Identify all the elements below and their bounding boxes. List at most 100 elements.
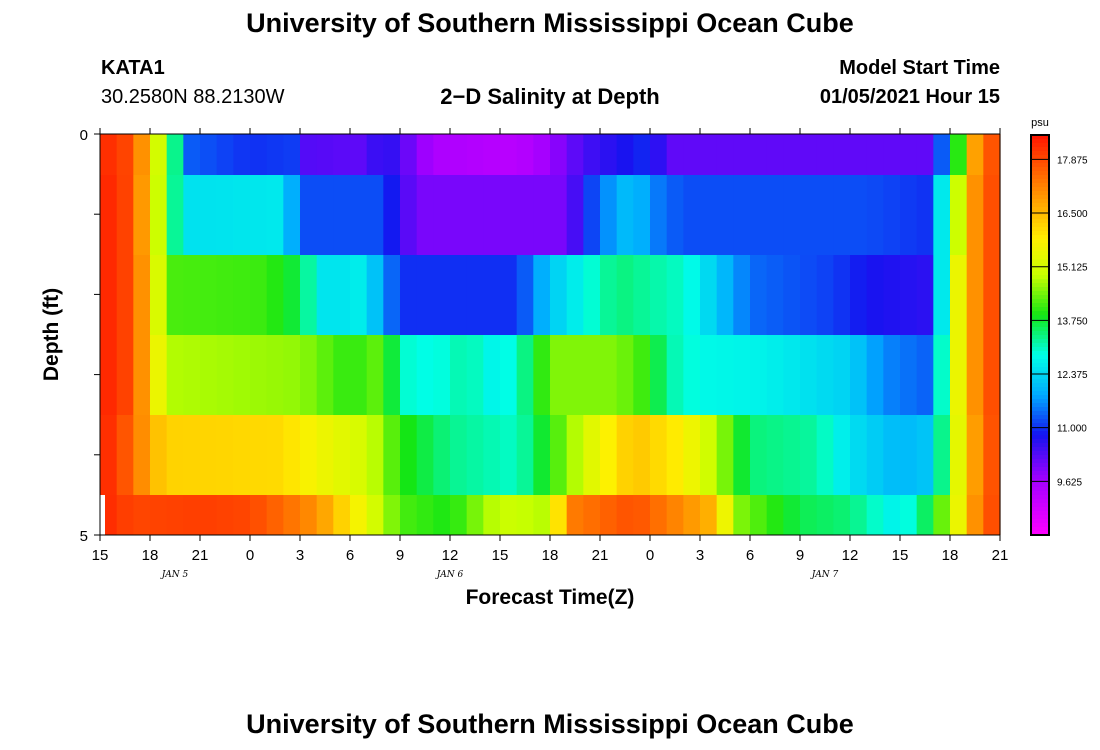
heatmap-cell: [766, 134, 784, 175]
heatmap-cell: [166, 415, 184, 495]
heatmap-cell: [133, 335, 151, 415]
heatmap-cell: [100, 255, 118, 335]
heatmap-cell: [150, 495, 168, 535]
heatmap-cell: [933, 134, 951, 175]
heatmap-cell: [666, 255, 684, 335]
heatmap-cell: [850, 335, 868, 415]
heatmap-cell: [583, 175, 601, 255]
heatmap-cell: [816, 175, 834, 255]
colorbar-segment: [1031, 279, 1049, 284]
heatmap-cell: [466, 134, 484, 175]
heatmap-cell: [850, 495, 868, 535]
colorbar-segment: [1031, 311, 1049, 316]
heatmap-cell: [400, 134, 418, 175]
heatmap-cell: [183, 495, 201, 535]
heatmap-cell: [166, 175, 184, 255]
colorbar-segment: [1031, 271, 1049, 276]
heatmap-cell: [900, 495, 918, 535]
heatmap-cell: [983, 335, 1001, 415]
heatmap-cell: [716, 175, 734, 255]
colorbar-segment: [1031, 195, 1049, 200]
heatmap-cell: [116, 495, 134, 535]
x-tick-label: 21: [992, 547, 1009, 564]
heatmap-cell: [283, 495, 301, 535]
heatmap-cell: [300, 335, 318, 415]
heatmap-cell: [916, 335, 934, 415]
heatmap-cell: [500, 134, 518, 175]
heatmap-cell: [350, 495, 368, 535]
heatmap-cell: [750, 175, 768, 255]
heatmap-cell: [300, 134, 318, 175]
heatmap-cell: [850, 175, 868, 255]
heatmap-cell: [600, 495, 618, 535]
heatmap-cell: [633, 335, 651, 415]
heatmap-cell: [450, 495, 468, 535]
page-title-bottom: University of Southern Mississippi Ocean…: [246, 709, 854, 739]
heatmap-cell: [616, 255, 634, 335]
heatmap-cell: [416, 415, 434, 495]
heatmap-cell: [833, 495, 851, 535]
heatmap-gap: [100, 495, 105, 535]
heatmap-cell: [250, 415, 268, 495]
heatmap-cell: [600, 255, 618, 335]
colorbar-segment: [1031, 327, 1049, 332]
heatmap-cell: [250, 175, 268, 255]
colorbar-segment: [1031, 147, 1049, 152]
heatmap-cell: [333, 255, 351, 335]
heatmap-cell: [433, 335, 451, 415]
colorbar-segment: [1031, 183, 1049, 188]
colorbar-segment: [1031, 191, 1049, 196]
colorbar-segment: [1031, 159, 1049, 164]
heatmap-cell: [150, 134, 168, 175]
heatmap-cell: [666, 335, 684, 415]
y-tick-label: 5: [80, 528, 88, 545]
heatmap-cell: [383, 255, 401, 335]
heatmap-cell: [566, 495, 584, 535]
colorbar-segment: [1031, 515, 1049, 520]
heatmap-cell: [383, 175, 401, 255]
colorbar-frame: [1030, 134, 1050, 536]
heatmap-cell: [633, 134, 651, 175]
heatmap-cell: [783, 495, 801, 535]
model-start-label: Model Start Time: [839, 57, 1000, 79]
heatmap-cell: [150, 255, 168, 335]
heatmap-cell: [366, 255, 384, 335]
heatmap-cell: [800, 335, 818, 415]
heatmap-cell: [916, 134, 934, 175]
heatmap-cell: [550, 415, 568, 495]
heatmap-cell: [183, 335, 201, 415]
heatmap-cell: [350, 255, 368, 335]
heatmap-cell: [816, 495, 834, 535]
colorbar-segment: [1031, 155, 1049, 160]
colorbar-segment: [1031, 423, 1049, 428]
heatmap-cell: [316, 335, 334, 415]
colorbar-segment: [1031, 395, 1049, 400]
heatmap-cell: [983, 175, 1001, 255]
heatmap-cell: [866, 255, 884, 335]
colorbar-segment: [1031, 439, 1049, 444]
heatmap-cell: [766, 335, 784, 415]
heatmap-cell: [366, 495, 384, 535]
heatmap-cell: [516, 175, 534, 255]
heatmap-cell: [850, 255, 868, 335]
heatmap-cell: [266, 134, 284, 175]
x-tick-label: 12: [842, 547, 859, 564]
heatmap-cell: [483, 495, 501, 535]
heatmap-cell: [366, 175, 384, 255]
heatmap-cell: [383, 335, 401, 415]
colorbar-segment: [1031, 363, 1049, 368]
heatmap-cell: [850, 134, 868, 175]
colorbar-segment: [1031, 475, 1049, 480]
date-label: JAN 5: [160, 570, 189, 580]
heatmap-cell: [350, 415, 368, 495]
heatmap-cell: [883, 495, 901, 535]
x-tick-label: 3: [296, 547, 304, 564]
heatmap-cell: [616, 175, 634, 255]
heatmap-cell: [783, 255, 801, 335]
heatmap-cell: [733, 415, 751, 495]
heatmap-cell: [166, 335, 184, 415]
heatmap-cell: [116, 415, 134, 495]
heatmap-cell: [833, 175, 851, 255]
heatmap-cell: [583, 134, 601, 175]
